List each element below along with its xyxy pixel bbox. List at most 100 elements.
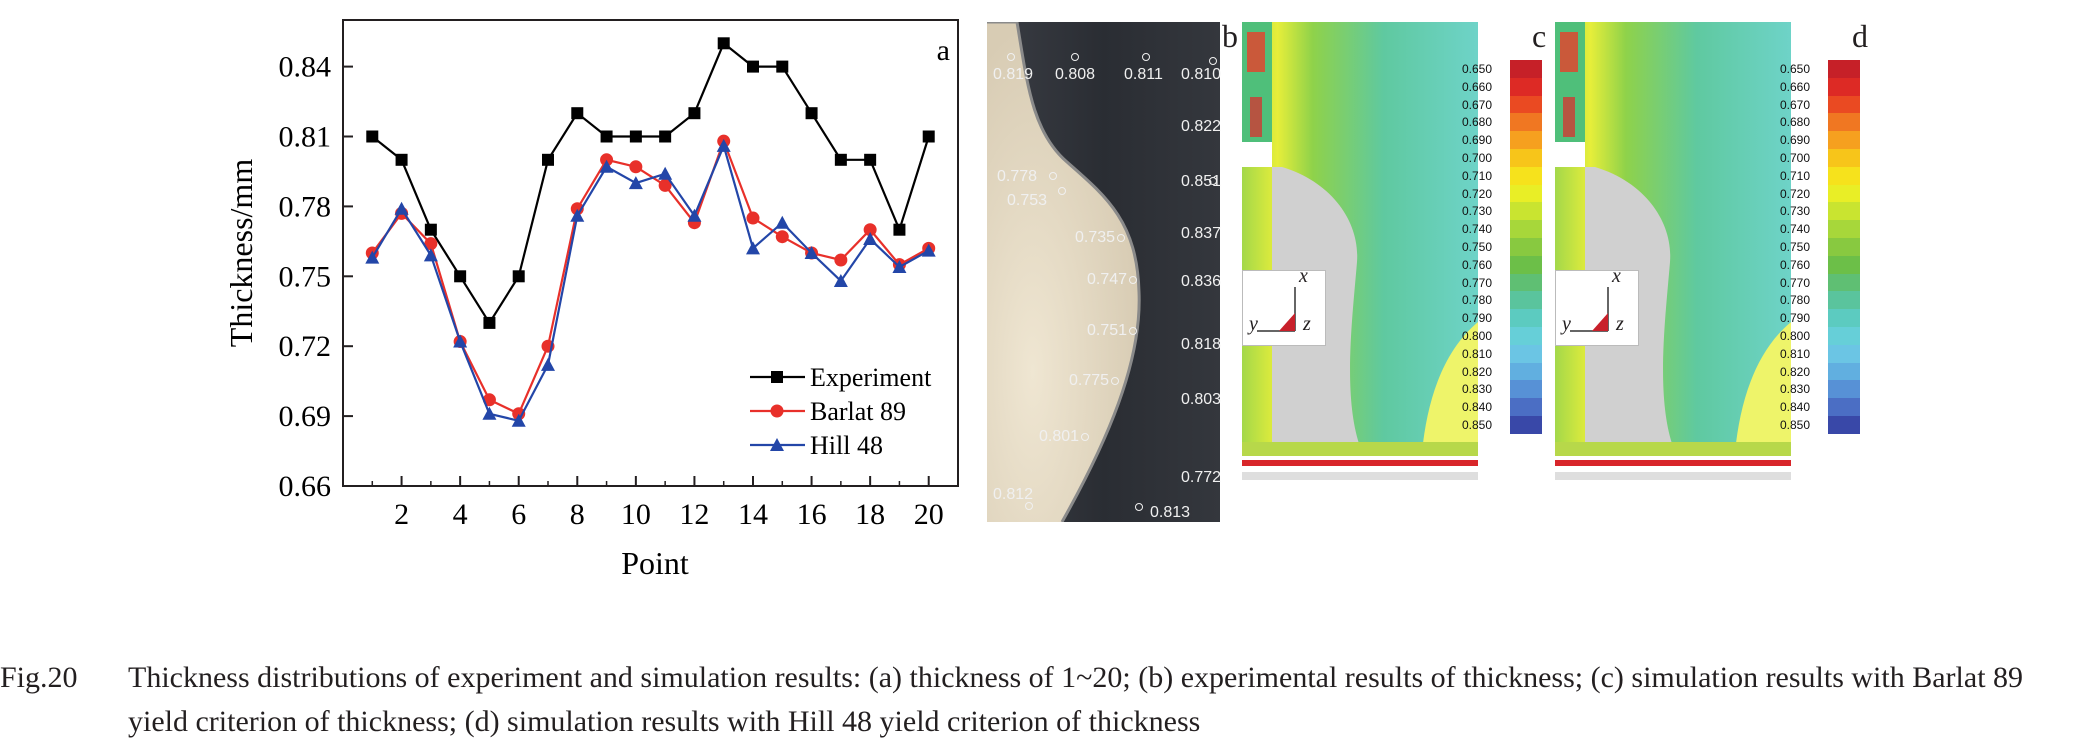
scale-swatch-0 — [1510, 60, 1542, 78]
x-tick-label-8: 18 — [855, 498, 885, 531]
axes-triad-c: x y z — [1242, 265, 1326, 346]
scale-swatch-6 — [1828, 166, 1860, 185]
scale-swatch-4 — [1828, 131, 1860, 149]
y-tick-label-0: 0.66 — [279, 470, 332, 503]
triad-x-label: x — [1299, 265, 1308, 287]
y-tick-label-2: 0.72 — [279, 330, 332, 363]
legend-label-2: Hill 48 — [810, 431, 883, 460]
scale-label-2: 0.670 — [1462, 97, 1493, 112]
scale-label-15: 0.800 — [1462, 329, 1493, 343]
scale-swatch-13 — [1828, 291, 1860, 310]
scale-label-3: 0.680 — [1780, 115, 1811, 130]
point-0-14 — [776, 60, 789, 73]
point-1-2 — [424, 237, 438, 251]
scale-swatch-15 — [1828, 327, 1860, 345]
point-2-5 — [511, 413, 526, 427]
scale-swatch-0 — [1828, 60, 1860, 78]
scale-label-12: 0.770 — [1780, 275, 1811, 290]
point-0-11 — [688, 107, 701, 120]
point-0-12 — [717, 37, 730, 50]
scale-swatch-12 — [1828, 273, 1860, 292]
scale-label-10: 0.750 — [1462, 240, 1493, 254]
panel-d-letter: d — [1852, 18, 1868, 54]
x-tick-label-3: 8 — [570, 498, 585, 531]
point-2-18 — [892, 259, 907, 273]
scale-label-13: 0.780 — [1462, 293, 1493, 308]
scale-swatch-8 — [1828, 202, 1860, 221]
photo-label-13: 0.751 — [1087, 322, 1128, 339]
point-1-9 — [629, 160, 643, 174]
photo-label-15: 0.775 — [1069, 372, 1110, 389]
scale-label-0: 0.650 — [1780, 62, 1811, 76]
legend-label-0: Experiment — [810, 363, 932, 392]
scale-swatch-1 — [1510, 77, 1542, 96]
scale-swatch-5 — [1828, 149, 1860, 167]
scale-bar-d: 0.650 0.660 0.670 0.680 0.690 0.700 0.710 0.720… — [1780, 60, 1860, 500]
series-line-0 — [371, 41, 930, 325]
scale-label-16: 0.810 — [1780, 346, 1811, 361]
scale-swatch-19 — [1828, 398, 1860, 416]
hill-simulation-panel: x y z — [1555, 22, 1855, 522]
scale-swatch-11 — [1828, 255, 1860, 274]
photo-label-16: 0.803 — [1181, 391, 1222, 408]
triad-z-label: z — [1303, 313, 1311, 335]
photo-label-12: 0.836 — [1181, 273, 1222, 290]
point-1-13 — [746, 211, 760, 225]
photo-label-1: 0.819 — [993, 66, 1034, 83]
point-0-19 — [922, 130, 935, 143]
point-2-8 — [599, 159, 614, 173]
x-axis-label: Point — [621, 545, 689, 581]
experiment-photo-panel: 0.819 0.808 0.811 0.810 0.822 0.778 0.75… — [987, 20, 1222, 523]
scale-swatch-10 — [1828, 238, 1860, 256]
axes-triad-d: x y z — [1555, 265, 1639, 346]
y-axis-label: Thickness/mm — [223, 159, 259, 348]
point-0-17 — [864, 153, 877, 166]
scale-label-20: 0.850 — [1780, 418, 1811, 432]
scale-label-1: 0.660 — [1780, 79, 1811, 94]
series-line-2 — [371, 142, 930, 423]
point-0-13 — [747, 60, 759, 73]
x-tick-label-6: 14 — [738, 498, 768, 531]
point-0-4 — [483, 316, 496, 329]
scale-label-6: 0.710 — [1780, 168, 1811, 183]
scale-label-15: 0.800 — [1780, 329, 1811, 343]
triad-y-label: y — [1249, 313, 1258, 335]
scale-label-11: 0.760 — [1462, 257, 1493, 272]
point-2-16 — [833, 273, 848, 287]
photo-label-3: 0.811 — [1124, 66, 1163, 83]
legend-marker-0 — [771, 371, 783, 383]
scale-swatch-15 — [1510, 327, 1542, 345]
photo-label-17: 0.801 — [1039, 428, 1080, 445]
point-0-10 — [659, 130, 672, 143]
point-0-2 — [424, 223, 437, 236]
point-1-16 — [834, 253, 848, 267]
scale-label-18: 0.830 — [1462, 382, 1493, 397]
point-2-7 — [570, 208, 585, 222]
point-2-0 — [365, 250, 380, 264]
scale-label-13: 0.780 — [1780, 293, 1811, 308]
triad-x-label: x — [1612, 265, 1621, 287]
x-tick-label-5: 12 — [679, 498, 709, 531]
scale-swatch-17 — [1828, 362, 1860, 381]
point-0-7 — [571, 107, 584, 120]
point-0-8 — [600, 130, 613, 143]
scale-swatch-2 — [1510, 95, 1542, 114]
scale-label-0: 0.650 — [1462, 62, 1493, 76]
scale-swatch-3 — [1510, 113, 1542, 132]
scale-swatch-9 — [1828, 220, 1860, 238]
point-0-15 — [805, 107, 818, 120]
plot-frame — [342, 19, 959, 487]
y-tick-label-1: 0.69 — [279, 400, 332, 433]
scale-swatch-16 — [1510, 344, 1542, 363]
scale-label-19: 0.840 — [1780, 400, 1811, 415]
scale-label-16: 0.810 — [1462, 346, 1493, 361]
photo-label-11: 0.747 — [1087, 271, 1128, 288]
scale-label-3: 0.680 — [1462, 115, 1493, 130]
point-1-17 — [863, 223, 877, 237]
scale-label-12: 0.770 — [1462, 275, 1493, 290]
point-2-17 — [863, 232, 878, 246]
scale-bar-c: 0.650 0.660 0.670 0.680 0.690 0.700 0.710 0.720… — [1462, 60, 1542, 500]
scale-swatch-7 — [1510, 184, 1542, 203]
photo-label-4: 0.810 — [1181, 66, 1222, 83]
point-1-10 — [658, 178, 672, 192]
